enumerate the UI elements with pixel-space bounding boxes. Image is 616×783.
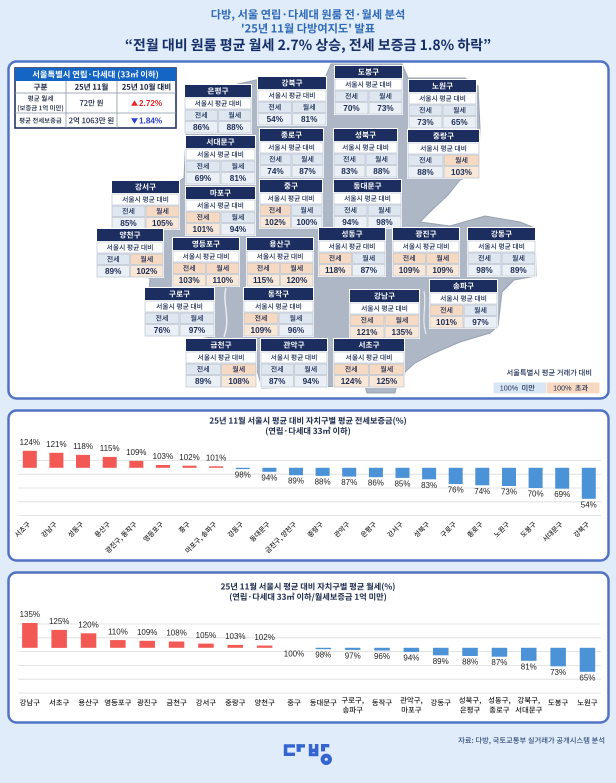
svg-text:97%: 97% (345, 651, 361, 660)
svg-text:101%: 101% (436, 318, 458, 327)
svg-text:94%: 94% (303, 377, 320, 386)
svg-text:120%: 120% (286, 276, 308, 285)
svg-text:73%: 73% (501, 488, 517, 497)
svg-text:81%: 81% (521, 662, 537, 671)
svg-text:115%: 115% (100, 444, 120, 453)
svg-text:105%: 105% (196, 631, 216, 640)
svg-text:87%: 87% (341, 478, 357, 487)
svg-text:98%: 98% (315, 651, 331, 660)
svg-text:89%: 89% (195, 377, 212, 386)
svg-text:86%: 86% (368, 479, 384, 488)
svg-text:102%: 102% (254, 633, 274, 642)
svg-text:86%: 86% (193, 123, 210, 132)
svg-text:88%: 88% (227, 123, 244, 132)
svg-text:121%: 121% (357, 328, 379, 337)
svg-text:73%: 73% (377, 104, 394, 113)
svg-text:87%: 87% (299, 167, 316, 176)
svg-text:102%: 102% (265, 218, 287, 227)
svg-text:81%: 81% (230, 174, 247, 183)
svg-text:65%: 65% (579, 673, 595, 682)
svg-text:88%: 88% (373, 167, 390, 176)
svg-text:89%: 89% (288, 477, 304, 486)
svg-text:69%: 69% (554, 490, 570, 499)
svg-text:100%: 100% (284, 649, 304, 658)
svg-text:115%: 115% (253, 276, 274, 285)
svg-text:94%: 94% (342, 218, 359, 227)
svg-text:108%: 108% (166, 629, 186, 638)
svg-text:135%: 135% (20, 610, 40, 619)
svg-text:102%: 102% (136, 267, 158, 276)
svg-text:103%: 103% (179, 276, 201, 285)
svg-text:81%: 81% (301, 115, 318, 124)
svg-text:89%: 89% (433, 657, 449, 666)
svg-text:94%: 94% (261, 473, 277, 482)
svg-text:135%: 135% (392, 328, 414, 337)
svg-text:88%: 88% (462, 658, 478, 667)
svg-text:69%: 69% (195, 174, 212, 183)
svg-text:54%: 54% (581, 500, 597, 509)
svg-text:103%: 103% (225, 632, 245, 641)
svg-text:124%: 124% (20, 438, 40, 447)
svg-text:2.72%: 2.72% (139, 99, 163, 108)
svg-text:87%: 87% (361, 266, 378, 275)
svg-text:101%: 101% (206, 454, 226, 463)
svg-text:87%: 87% (491, 658, 507, 667)
svg-text:65%: 65% (451, 118, 468, 127)
svg-text:109%: 109% (126, 448, 146, 457)
svg-text:108%: 108% (228, 377, 250, 386)
svg-text:73%: 73% (550, 668, 566, 677)
svg-text:101%: 101% (193, 225, 215, 234)
svg-text:94%: 94% (230, 225, 247, 234)
svg-text:54%: 54% (267, 115, 284, 124)
svg-text:103%: 103% (153, 452, 173, 461)
svg-text:118%: 118% (73, 442, 93, 451)
svg-text:85%: 85% (120, 219, 137, 228)
svg-text:118%: 118% (325, 266, 346, 275)
svg-text:96%: 96% (288, 326, 305, 335)
svg-text:98%: 98% (476, 266, 493, 275)
svg-text:109%: 109% (399, 266, 421, 275)
svg-text:105%: 105% (152, 219, 174, 228)
svg-text:120%: 120% (78, 621, 98, 630)
svg-text:97%: 97% (472, 318, 489, 327)
svg-text:98%: 98% (376, 218, 393, 227)
svg-text:98%: 98% (235, 471, 251, 480)
svg-text:83%: 83% (341, 167, 358, 176)
svg-text:76%: 76% (448, 486, 464, 495)
svg-text:70%: 70% (343, 104, 360, 113)
svg-text:125%: 125% (376, 377, 398, 386)
svg-text:100%: 100% (500, 384, 519, 393)
svg-text:89%: 89% (105, 267, 122, 276)
svg-text:110%: 110% (108, 627, 128, 636)
svg-text:85%: 85% (394, 479, 410, 488)
svg-text:125%: 125% (49, 617, 69, 626)
svg-text:109%: 109% (432, 266, 454, 275)
svg-text:74%: 74% (474, 487, 490, 496)
svg-text:83%: 83% (421, 481, 437, 490)
svg-text:102%: 102% (179, 453, 199, 462)
svg-text:100%: 100% (296, 218, 318, 227)
svg-text:96%: 96% (374, 652, 390, 661)
svg-text:109%: 109% (137, 628, 157, 637)
svg-text:103%: 103% (451, 168, 473, 177)
svg-text:88%: 88% (417, 168, 434, 177)
svg-text:76%: 76% (154, 326, 171, 335)
svg-text:109%: 109% (251, 326, 273, 335)
svg-text:89%: 89% (510, 266, 527, 275)
svg-text:74%: 74% (267, 167, 284, 176)
svg-text:87%: 87% (269, 377, 286, 386)
svg-text:124%: 124% (341, 377, 363, 386)
svg-text:70%: 70% (528, 490, 544, 499)
svg-text:100%: 100% (553, 384, 572, 393)
svg-text:1.84%: 1.84% (139, 116, 163, 125)
svg-text:88%: 88% (315, 477, 331, 486)
svg-text:110%: 110% (213, 276, 234, 285)
svg-text:73%: 73% (417, 118, 434, 127)
svg-text:121%: 121% (46, 440, 66, 449)
svg-text:97%: 97% (189, 326, 206, 335)
svg-text:94%: 94% (403, 653, 419, 662)
